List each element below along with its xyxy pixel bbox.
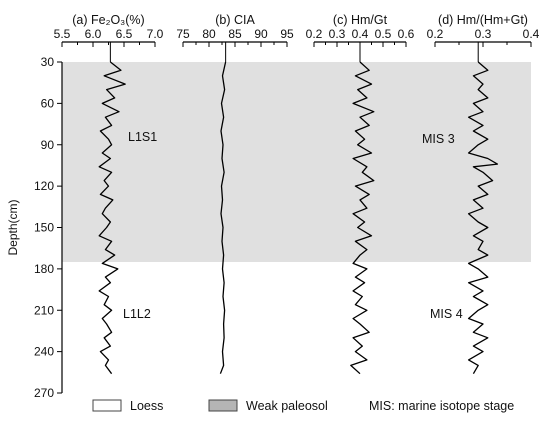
panel-title: (d) Hm/(Hm+Gt) <box>438 13 528 27</box>
panel-x-tick-label: 0.2 <box>306 27 323 41</box>
panel-series-line <box>98 61 126 375</box>
panel-title: (b) CIA <box>215 13 255 27</box>
panel-x-tick-label: 0.3 <box>475 27 492 41</box>
panel-x-tick-label: 0.3 <box>329 27 346 41</box>
panel-x-tick-label: 75 <box>176 27 190 41</box>
panel-2: (c) Hm/Gt 0.2 0.3 0.4 0.5 0.6 <box>306 13 415 375</box>
panel-x-tick-label: 0.6 <box>398 27 415 41</box>
depth-tick-label: 180 <box>34 262 54 276</box>
annotation-mis3: MIS 3 <box>422 132 455 146</box>
panel-0: (a) Fe₂O₃(%)5.5 6.0 6.5 7.0 <box>54 13 164 375</box>
panel-title: (a) Fe₂O₃(%) <box>72 13 144 27</box>
panel-x-tick-label: 0.4 <box>352 27 369 41</box>
legend-label-mis: MIS: marine isotope stage <box>369 399 514 413</box>
legend-label-weak-paleosol: Weak paleosol <box>246 399 328 413</box>
panel-series-line <box>219 61 227 374</box>
panel-x-tick-label: 7.0 <box>147 27 164 41</box>
annotation-l1l2: L1L2 <box>123 307 151 321</box>
depth-tick-label: 60 <box>41 96 55 110</box>
depth-axis: 30 60 90 120 150 180 210 240 270 <box>34 55 63 400</box>
legend-swatch-weak-paleosol <box>208 399 238 412</box>
panel-x-tick-label: 6.5 <box>116 27 133 41</box>
legend: Loess Weak paleosol MIS: marine isotope … <box>92 399 514 413</box>
legend-label-loess: Loess <box>130 399 163 413</box>
panel-series-line <box>350 61 375 375</box>
depth-tick-label: 150 <box>34 221 54 235</box>
panel-1: (b) CIA 75 80 85 90 95 <box>176 13 294 374</box>
depth-tick-label: 120 <box>34 179 54 193</box>
annotation-mis4: MIS 4 <box>430 307 463 321</box>
depth-tick-label: 30 <box>41 55 55 69</box>
depth-tick-label: 270 <box>34 386 54 400</box>
panel-x-tick-label: 0.5 <box>375 27 392 41</box>
panel-x-tick-label: 90 <box>254 27 268 41</box>
panel-x-tick-label: 0.2 <box>427 27 444 41</box>
y-axis-label: Depth(cm) <box>6 199 20 255</box>
depth-tick-label: 90 <box>41 138 55 152</box>
panel-x-tick-label: 95 <box>280 27 294 41</box>
panel-3: (d) Hm/(Hm+Gt)0.2 0.3 0.4 <box>427 13 540 375</box>
panels: (a) Fe₂O₃(%)5.5 6.0 6.5 7.0 (b) CIA 75 80 85 90 9… <box>54 13 540 375</box>
panel-x-tick-label: 5.5 <box>54 27 71 41</box>
depth-tick-label: 240 <box>34 345 54 359</box>
panel-x-tick-label: 80 <box>202 27 216 41</box>
depth-tick-label: 210 <box>34 303 54 317</box>
paleosol-shaded-band <box>62 62 531 262</box>
legend-swatch-loess <box>92 399 122 412</box>
panel-x-tick-label: 6.0 <box>85 27 102 41</box>
panel-x-tick-label: 0.4 <box>523 27 540 41</box>
panel-title: (c) Hm/Gt <box>333 13 388 27</box>
panel-x-tick-label: 85 <box>228 27 242 41</box>
annotation-l1s1: L1S1 <box>128 130 157 144</box>
panel-series-line <box>467 61 499 375</box>
